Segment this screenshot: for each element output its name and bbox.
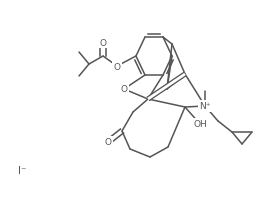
Text: O: O [120,85,127,94]
Text: N⁺: N⁺ [199,102,211,111]
Text: OH: OH [193,120,207,129]
Text: O: O [104,138,111,147]
Text: O: O [113,62,120,71]
Text: I⁻: I⁻ [18,165,26,175]
Text: O: O [99,38,106,47]
